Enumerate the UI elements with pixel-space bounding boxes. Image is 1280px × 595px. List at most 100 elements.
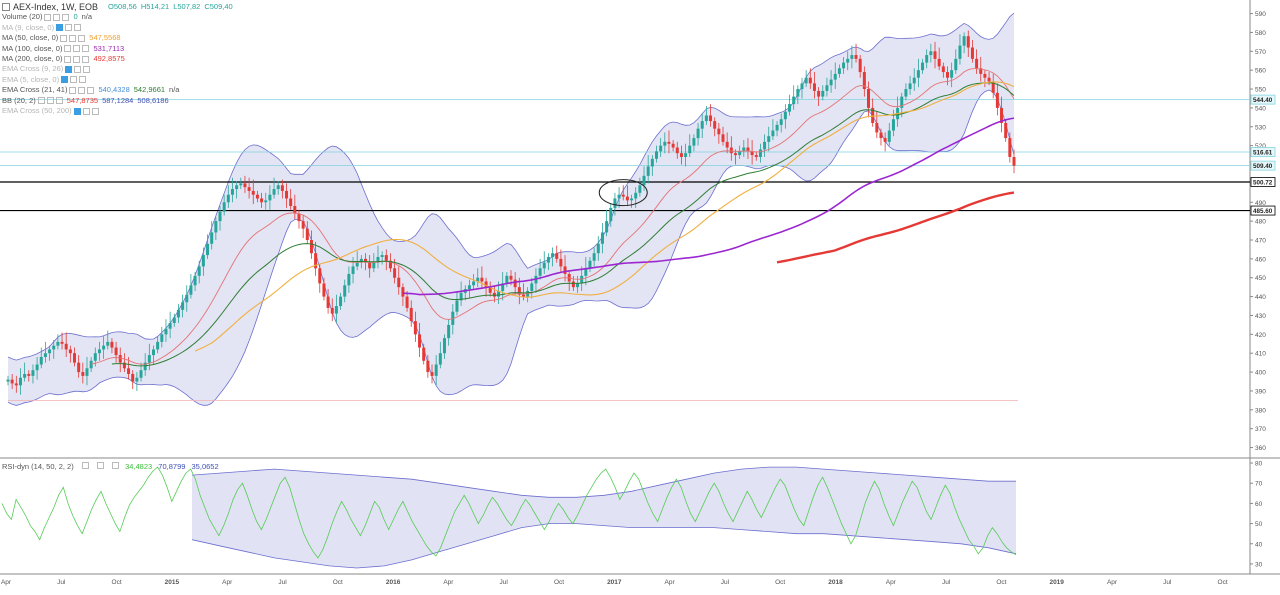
candle-body	[862, 72, 866, 90]
indicator-legend: AEX-Index, 1W, EOB O508,56 H514,21 L507,…	[2, 2, 233, 116]
candle-body	[264, 200, 268, 203]
close-icon[interactable]	[62, 14, 70, 22]
rsi-tick-label: 60	[1255, 501, 1263, 508]
candle-body	[297, 213, 301, 222]
price-tick-label: 430	[1255, 313, 1266, 320]
visibility-icon[interactable]	[65, 66, 73, 74]
price-tick-label: 580	[1255, 30, 1266, 37]
candle-body	[272, 189, 276, 195]
candle-body	[679, 153, 683, 157]
candle-body	[912, 77, 916, 84]
legend-label: BB (20, 2)	[2, 95, 36, 105]
candle-body	[663, 141, 667, 146]
price-tick-label: 410	[1255, 351, 1266, 358]
visibility-icon[interactable]	[37, 97, 45, 105]
candle-body	[721, 134, 725, 142]
candle-body	[850, 55, 854, 59]
rsi-settings-icon[interactable]	[96, 462, 104, 469]
candle-body	[684, 153, 688, 157]
candle-body	[430, 372, 434, 376]
candle-body	[235, 185, 239, 190]
settings-icon[interactable]	[78, 86, 86, 94]
candle-body	[833, 73, 837, 80]
candle-body	[280, 185, 284, 191]
candle-body	[276, 185, 280, 190]
candle-body	[318, 268, 322, 284]
settings-icon[interactable]	[65, 24, 73, 32]
candle-body	[347, 273, 351, 286]
settings-icon[interactable]	[82, 107, 90, 115]
price-tick-label: 520	[1255, 143, 1266, 150]
close-icon[interactable]	[78, 34, 86, 42]
candle-body	[114, 347, 118, 356]
candle-body	[393, 268, 397, 278]
candle-body	[426, 360, 430, 373]
close-icon[interactable]	[79, 76, 87, 84]
close-icon[interactable]	[82, 55, 90, 63]
candle-body	[438, 353, 442, 365]
candle-body	[214, 221, 218, 233]
ma-100-line	[402, 117, 1015, 296]
legend-row: Volume (20) 0 n/a	[2, 12, 233, 22]
visibility-icon[interactable]	[61, 76, 69, 84]
close-icon[interactable]	[83, 66, 91, 74]
close-icon[interactable]	[55, 97, 63, 105]
candle-body	[837, 68, 841, 74]
candle-body	[206, 243, 210, 256]
settings-icon[interactable]	[70, 76, 78, 84]
candle-body	[875, 122, 879, 133]
visibility-icon[interactable]	[60, 34, 68, 42]
candle-body	[305, 228, 309, 240]
close-icon[interactable]	[91, 107, 99, 115]
candle-body	[239, 183, 243, 186]
rsi-close-icon[interactable]	[111, 462, 119, 469]
price-label-text: 509.40	[1253, 163, 1273, 170]
candle-body	[958, 45, 962, 59]
settings-icon[interactable]	[73, 55, 81, 63]
settings-icon[interactable]	[69, 34, 77, 42]
visibility-icon[interactable]	[69, 86, 77, 94]
close-icon[interactable]	[82, 45, 90, 53]
candle-body	[600, 232, 604, 244]
candle-body	[659, 145, 663, 152]
candle-body	[605, 221, 609, 233]
candle-body	[929, 51, 933, 56]
candle-body	[459, 292, 463, 301]
rsi-visibility-icon[interactable]	[81, 462, 89, 469]
candle-body	[945, 72, 949, 78]
candle-body	[343, 285, 347, 297]
settings-icon[interactable]	[74, 66, 82, 74]
candle-body	[738, 151, 742, 156]
settings-icon[interactable]	[46, 97, 54, 105]
visibility-icon[interactable]	[73, 107, 81, 115]
candle-body	[700, 121, 704, 129]
candle-body	[89, 360, 93, 369]
candle-body	[846, 58, 850, 63]
settings-icon[interactable]	[73, 45, 81, 53]
time-axis-label: 2019	[1049, 579, 1064, 586]
candle-body	[226, 194, 230, 203]
visibility-icon[interactable]	[64, 55, 72, 63]
candle-body	[800, 83, 804, 90]
candle-body	[788, 104, 792, 112]
legend-value: n/a	[169, 85, 180, 95]
legend-value: 508,6186	[137, 95, 169, 105]
visibility-icon[interactable]	[64, 45, 72, 53]
legend-label: MA (9, close, 0)	[2, 22, 55, 32]
rsi-label: RSI-dyn (14, 50, 2, 2)	[2, 462, 74, 471]
time-axis-label: Oct	[1218, 579, 1228, 586]
candle-body	[821, 90, 825, 97]
legend-label: EMA (5, close, 0)	[2, 74, 60, 84]
close-icon[interactable]	[87, 86, 95, 94]
candle-body	[746, 147, 750, 152]
close-icon[interactable]	[74, 24, 82, 32]
collapse-legend-icon[interactable]	[2, 3, 10, 12]
highlight-ellipse	[598, 179, 648, 207]
visibility-icon[interactable]	[56, 24, 64, 32]
visibility-icon[interactable]	[44, 14, 52, 22]
candle-body	[954, 58, 958, 71]
rsi-band-fill	[192, 467, 1016, 568]
settings-icon[interactable]	[53, 14, 61, 22]
